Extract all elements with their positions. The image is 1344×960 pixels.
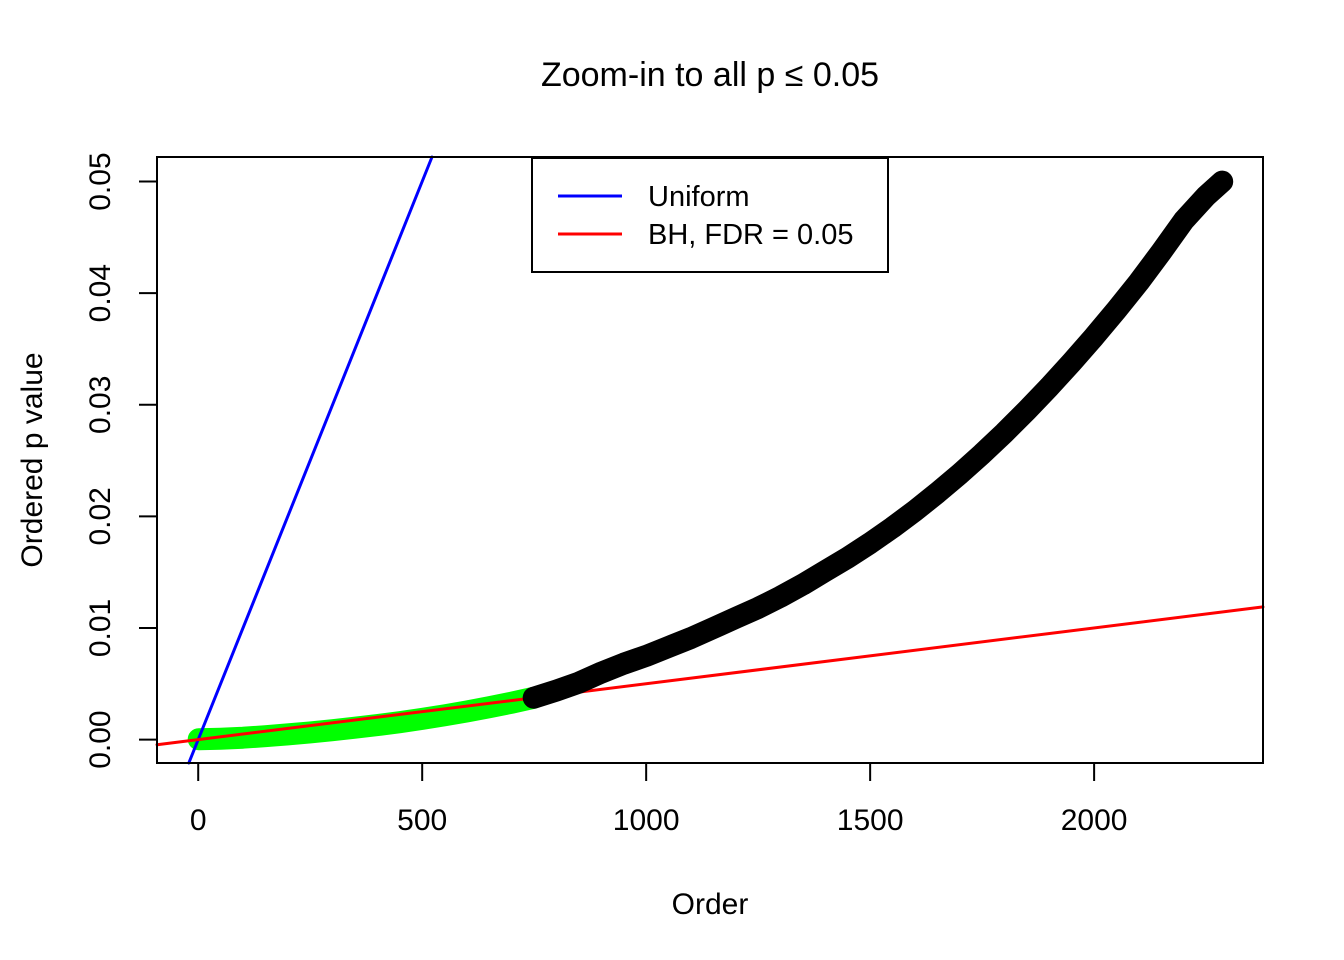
legend-label-uniform: Uniform <box>648 181 750 213</box>
legend: Uniform BH, FDR = 0.05 <box>531 157 889 273</box>
significant-points-band <box>187 686 545 751</box>
y-tick-label: 0.02 <box>84 487 117 545</box>
uniform-line <box>187 155 434 765</box>
y-tick-label: 0.04 <box>84 264 117 322</box>
x-tick-label: 1000 <box>613 804 680 837</box>
nonsignificant-points-band <box>522 170 1234 709</box>
chart-title: Zoom-in to all p ≤ 0.05 <box>541 56 879 94</box>
bh-threshold-line <box>155 605 1265 747</box>
y-tick-label: 0.03 <box>84 376 117 434</box>
x-tick-label: 1500 <box>837 804 904 837</box>
y-tick-label: 0.00 <box>84 710 117 768</box>
y-tick-label: 0.05 <box>84 152 117 210</box>
x-tick-label: 500 <box>397 804 447 837</box>
y-tick-label: 0.01 <box>84 599 117 657</box>
x-axis-title: Order <box>672 888 749 921</box>
legend-box <box>531 157 889 273</box>
plot-area: 0 500 1000 1500 2000 0.00 0.01 0.02 0.03 0.04 0.05 <box>84 152 1265 837</box>
x-tick-label: 0 <box>190 804 207 837</box>
x-tick-label: 2000 <box>1061 804 1128 837</box>
y-axis-title: Ordered p value <box>16 352 49 567</box>
legend-label-bh: BH, FDR = 0.05 <box>648 219 854 251</box>
